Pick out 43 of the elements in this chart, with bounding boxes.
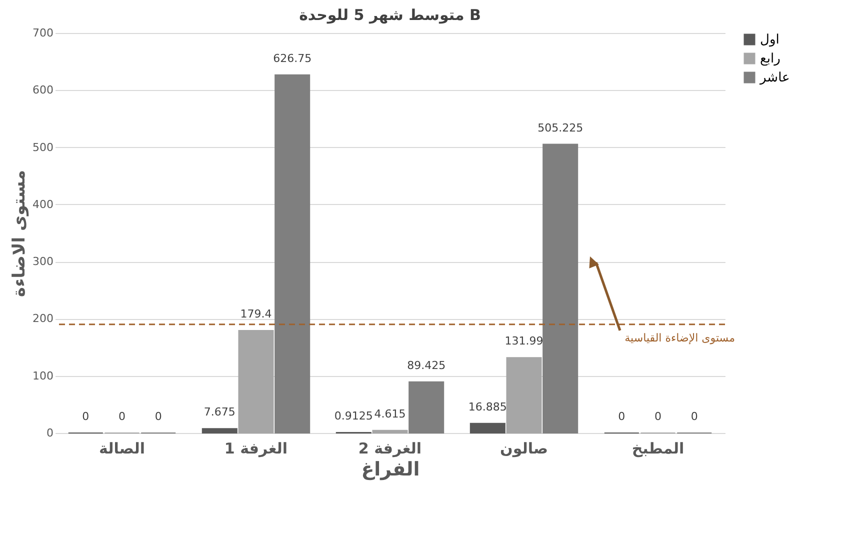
y-tick-label: 200: [32, 312, 54, 326]
data-label: 0: [690, 410, 698, 423]
x-tick-label: الغرفة 1: [224, 440, 288, 458]
data-label: 0.9125: [334, 409, 373, 422]
y-axis-title: مستوى الاضاءة: [10, 170, 30, 297]
ref-line-label: مستوى الإضاءة القياسية: [624, 331, 736, 344]
bar: [274, 74, 310, 434]
bar: [506, 357, 542, 434]
legend-label: رابع: [760, 52, 780, 66]
chart-title: متوسط شهر 5 للوحدة B: [299, 6, 481, 24]
data-label: 0: [618, 410, 626, 423]
y-tick-label: 700: [32, 26, 54, 40]
y-tick-label: 300: [32, 255, 54, 268]
legend-label: عاشر: [759, 70, 790, 86]
y-tick-label: 100: [32, 369, 54, 382]
x-tick-label: المطبخ: [632, 440, 684, 458]
data-label: 4.615: [374, 407, 406, 420]
data-label: 505.225: [538, 121, 584, 134]
data-label: 7.675: [204, 406, 236, 419]
bar: [542, 144, 578, 434]
data-label: 626.75: [273, 52, 312, 65]
data-label: 0: [82, 410, 90, 423]
x-tick-label: الصالة: [99, 440, 145, 458]
bar: [372, 430, 408, 434]
data-label: 179.4: [240, 307, 272, 320]
data-label: 131.99: [504, 334, 544, 348]
data-label: 16.885: [468, 400, 507, 414]
y-tick-label: 400: [32, 198, 54, 211]
x-axis-title: الفراغ: [361, 458, 420, 480]
bar: [202, 428, 238, 434]
bar: [470, 422, 506, 434]
y-tick-label: 500: [32, 140, 54, 154]
data-label: 0: [154, 410, 162, 423]
bar: [408, 381, 444, 434]
legend-label: اول: [760, 32, 780, 48]
y-tick-label: 0: [46, 426, 54, 440]
bar: [238, 330, 274, 434]
data-label: 89.425: [407, 358, 446, 372]
x-tick-label: الغرفة 2: [358, 440, 422, 458]
data-label: 0: [118, 410, 126, 423]
data-label: 0: [654, 410, 662, 423]
x-tick-label: صالون: [500, 440, 548, 458]
y-tick-label: 600: [32, 84, 54, 97]
